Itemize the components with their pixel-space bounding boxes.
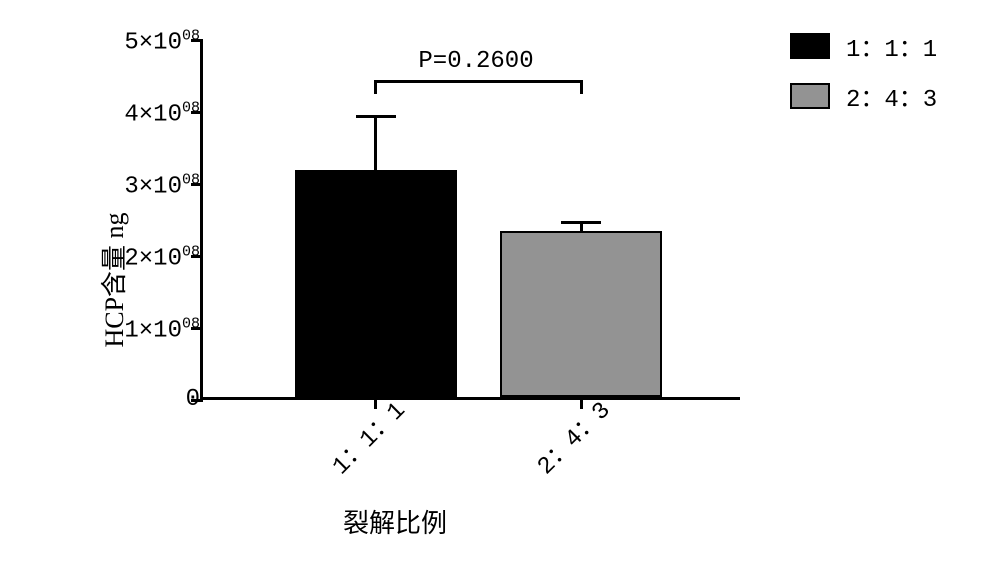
y-tick-label: 4×1008 — [124, 97, 200, 128]
bar — [295, 170, 457, 397]
significance-drop — [374, 80, 377, 94]
significance-label: P=0.2600 — [418, 48, 533, 75]
legend-item: 2：4：3 — [790, 78, 937, 114]
legend: 1：1：1 2：4：3 — [790, 28, 937, 128]
legend-label: 1：1：1 — [846, 28, 937, 64]
y-tick-label: 5×1008 — [124, 25, 200, 56]
error-bar — [374, 116, 377, 170]
error-cap — [561, 221, 601, 224]
y-tick-label: 2×1008 — [124, 241, 200, 272]
x-tick-label: 2：4：3 — [520, 391, 616, 487]
y-tick-label: 1×1008 — [124, 313, 200, 344]
x-tick-label: 1：1：1 — [315, 391, 411, 487]
error-cap — [356, 115, 396, 118]
legend-swatch — [790, 33, 830, 59]
x-axis-title: 裂解比例 — [343, 503, 447, 540]
bar-chart: HCP含量 ng 1：1：12：4：3P=0.2600 裂解比例 01×1008… — [30, 20, 760, 540]
significance-drop — [580, 80, 583, 94]
legend-swatch — [790, 83, 830, 109]
plot-area: 1：1：12：4：3P=0.2600 — [200, 40, 740, 400]
significance-bar — [376, 80, 581, 83]
legend-item: 1：1：1 — [790, 28, 937, 64]
y-tick-label: 3×1008 — [124, 169, 200, 200]
bar — [500, 231, 662, 397]
y-tick-label: 0 — [186, 388, 200, 412]
legend-label: 2：4：3 — [846, 78, 937, 114]
